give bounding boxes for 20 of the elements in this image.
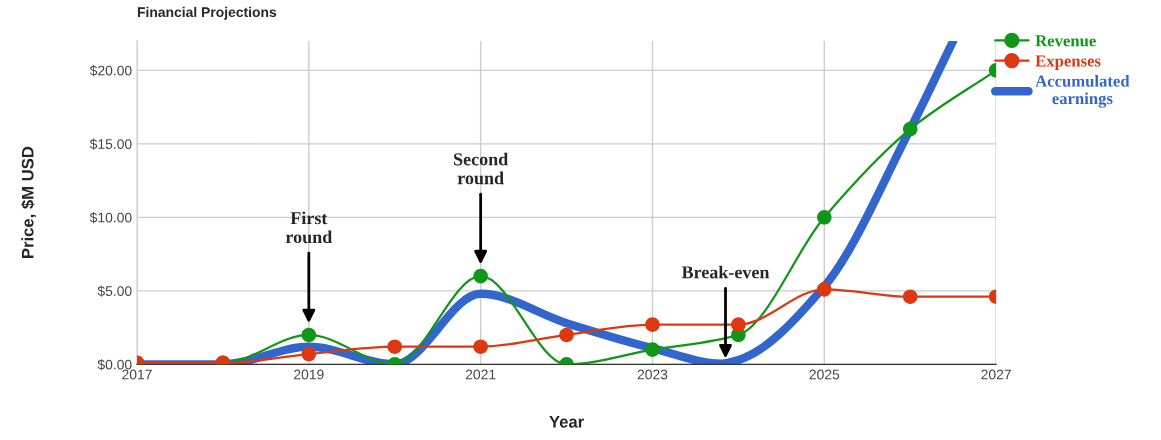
chart-title: Financial Projections [137,6,277,20]
annotation: Break-even [681,265,770,279]
x-tick-label: 2017 [122,369,152,380]
x-tick-label: 2021 [465,369,496,380]
x-tick-label: 2019 [294,369,324,380]
x-tick-label: 2027 [981,369,1011,380]
legend-label: Accumulated earnings [1035,74,1130,108]
annotation: First round [285,211,333,244]
legend-label: Revenue [1035,35,1096,47]
y-tick-label: $15.00 [89,138,132,150]
y-tick-label: $5.00 [97,285,132,297]
y-axis-title: Price, $M USD [21,146,37,259]
annotation: Second round [454,152,509,185]
x-tick-label: 2023 [637,369,668,380]
x-tick-label: 2025 [809,369,840,380]
y-tick-label: $20.00 [89,65,132,77]
x-axis-title: Year [549,416,584,428]
y-tick-label: $0.00 [97,359,132,371]
y-tick-label: $10.00 [89,212,132,224]
legend-label: Expenses [1035,55,1101,70]
